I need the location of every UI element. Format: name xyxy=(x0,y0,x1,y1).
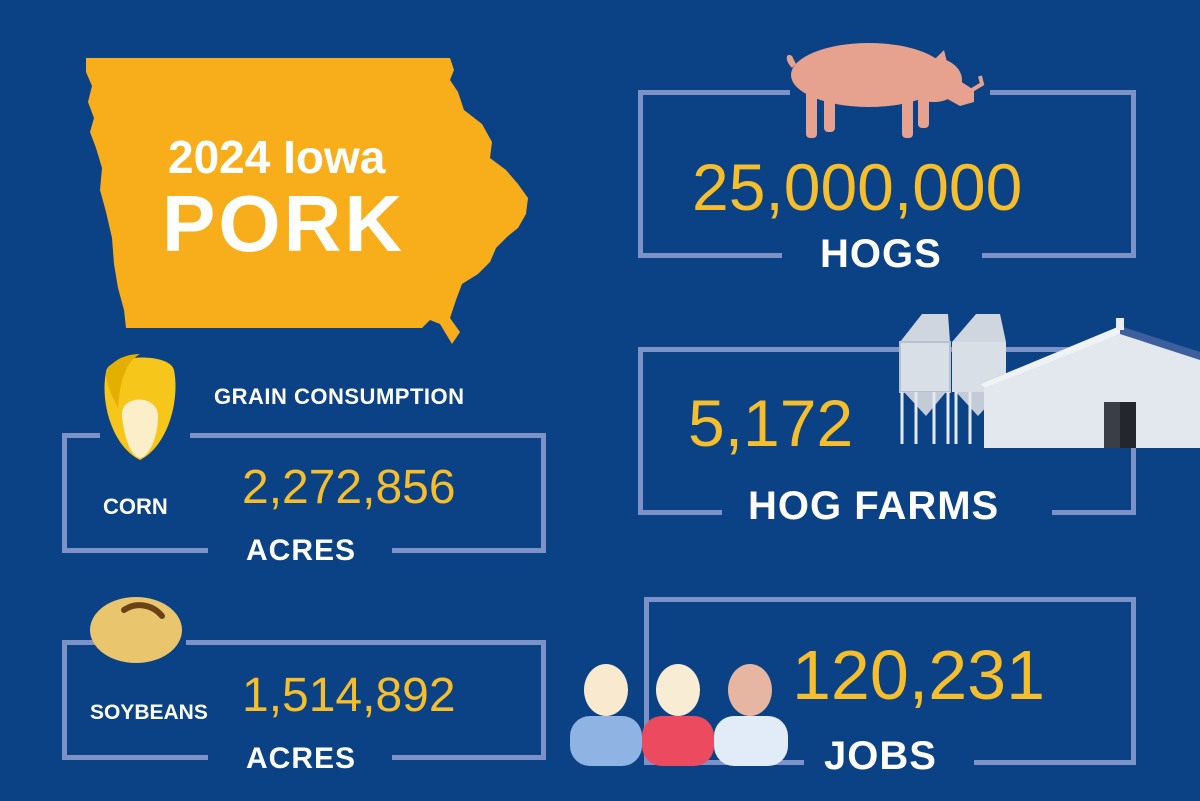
hogs-label: HOGS xyxy=(820,232,942,276)
pig-icon xyxy=(786,43,985,138)
iowa-map-icon xyxy=(86,58,528,344)
page-title: PORK xyxy=(162,179,406,268)
farms-value: 5,172 xyxy=(688,386,854,460)
people-icon xyxy=(570,664,788,766)
farms-label: HOG FARMS xyxy=(748,484,1000,528)
corn-name: CORN xyxy=(103,494,168,519)
corn-unit: ACRES xyxy=(246,534,357,567)
jobs-label: JOBS xyxy=(824,734,937,778)
grain-heading: GRAIN CONSUMPTION xyxy=(214,384,465,409)
soybeans-value: 1,514,892 xyxy=(242,669,456,722)
soybean-icon xyxy=(90,597,182,663)
corn-kernel-icon xyxy=(104,354,176,460)
title-year: 2024 Iowa xyxy=(168,131,386,183)
corn-value: 2,272,856 xyxy=(242,461,456,514)
hog-barn-icon xyxy=(899,314,1200,448)
hogs-value: 25,000,000 xyxy=(692,150,1023,224)
soybeans-unit: ACRES xyxy=(246,742,357,775)
soybeans-name: SOYBEANS xyxy=(90,701,208,724)
jobs-value: 120,231 xyxy=(792,636,1046,714)
